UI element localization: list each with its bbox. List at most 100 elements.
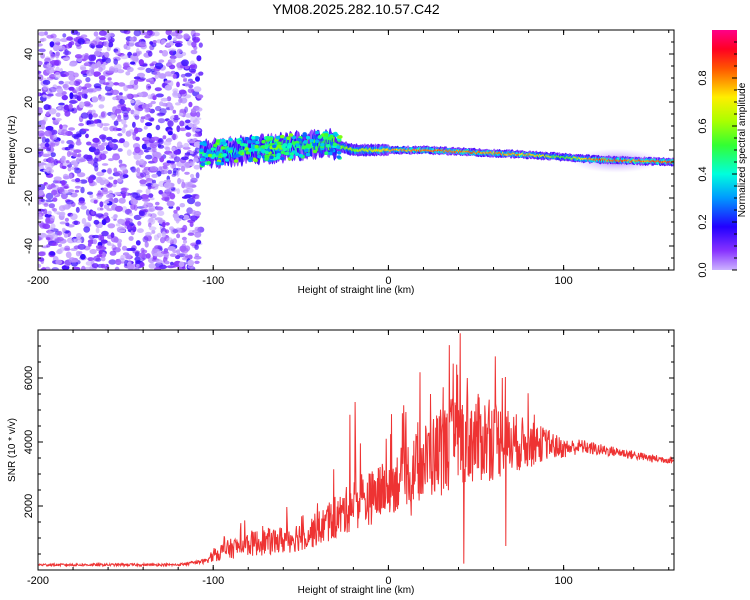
noise-speckle — [99, 207, 104, 211]
noise-speckle — [184, 183, 192, 189]
noise-speckle — [86, 141, 92, 146]
signal-speckle — [298, 153, 304, 158]
noise-speckle — [88, 123, 96, 127]
signal-speckle — [272, 157, 278, 161]
noise-speckle — [38, 43, 43, 47]
signal-speckle — [312, 142, 317, 147]
noise-speckle — [168, 153, 175, 156]
noise-speckle — [181, 236, 187, 241]
noise-speckle — [145, 231, 152, 236]
noise-speckle — [38, 60, 43, 66]
noise-speckle — [162, 165, 168, 170]
noise-speckle — [90, 40, 98, 46]
noise-speckle — [136, 167, 141, 174]
noise-speckle — [138, 59, 144, 66]
noise-speckle — [113, 197, 119, 204]
noise-speckle — [193, 164, 201, 170]
noise-speckle — [179, 89, 188, 97]
noise-speckle — [193, 128, 201, 132]
signal-speckle — [286, 136, 291, 140]
noise-speckle — [154, 151, 162, 159]
noise-speckle — [108, 41, 114, 48]
noise-speckle — [159, 101, 164, 107]
noise-speckle — [170, 70, 176, 75]
noise-speckle — [193, 157, 199, 162]
noise-speckle — [181, 59, 189, 67]
noise-speckle — [45, 199, 54, 203]
noise-speckle — [38, 251, 46, 257]
spectrogram-plot-area — [38, 30, 674, 270]
noise-speckle — [100, 239, 108, 244]
noise-speckle — [138, 41, 147, 47]
noise-speckle — [133, 153, 142, 160]
spectrogram-panel: -200 -100 0 100 40 20 0 -20 -40 Height of strai… — [7, 29, 675, 296]
noise-speckle — [51, 267, 59, 270]
noise-speckle — [87, 120, 95, 125]
noise-speckle — [190, 177, 198, 183]
noise-speckle — [133, 109, 140, 117]
noise-speckle — [77, 38, 85, 45]
noise-speckle — [118, 95, 123, 100]
noise-speckle — [113, 58, 118, 65]
noise-speckle — [57, 248, 62, 255]
signal-speckle — [336, 155, 341, 159]
noise-speckle — [180, 165, 186, 172]
noise-speckle — [117, 178, 123, 183]
snr-y-axis-label: SNR (10 * v/v) — [7, 418, 18, 482]
noise-speckle — [74, 185, 81, 189]
noise-speckle — [52, 197, 58, 202]
noise-speckle — [83, 62, 90, 67]
signal-speckle — [329, 148, 334, 152]
noise-speckle — [38, 70, 42, 74]
noise-speckle — [134, 127, 139, 134]
noise-speckle — [143, 125, 148, 130]
noise-speckle — [180, 73, 186, 78]
noise-speckle — [158, 73, 167, 79]
noise-speckle — [90, 210, 95, 215]
noise-speckle — [145, 154, 153, 160]
noise-speckle — [96, 195, 103, 200]
noise-speckle — [62, 83, 68, 89]
noise-speckle — [158, 264, 168, 270]
noise-speckle — [53, 211, 61, 214]
noise-speckle — [187, 88, 195, 94]
noise-speckle — [183, 33, 190, 39]
signal-speckle — [272, 144, 277, 149]
noise-speckle — [98, 30, 107, 36]
noise-speckle — [125, 218, 133, 224]
signal-speckle — [292, 141, 297, 145]
noise-speckle — [121, 118, 127, 125]
noise-speckle — [126, 149, 132, 157]
noise-speckle — [52, 44, 60, 52]
noise-speckle — [50, 53, 56, 58]
noise-speckle — [196, 94, 204, 99]
noise-speckle — [149, 41, 154, 45]
noise-speckle — [189, 80, 196, 84]
noise-speckle — [81, 265, 86, 270]
noise-speckle — [94, 50, 101, 57]
signal-speckle — [215, 152, 220, 156]
noise-speckle — [64, 233, 69, 238]
noise-speckle — [39, 162, 47, 166]
noise-speckle — [129, 36, 135, 42]
noise-speckle — [96, 254, 103, 258]
noise-speckle — [155, 124, 161, 131]
noise-speckle — [148, 193, 154, 198]
noise-speckle — [72, 154, 80, 158]
noise-speckle — [78, 123, 84, 127]
noise-speckle — [121, 126, 126, 134]
signal-speckle — [280, 150, 286, 155]
noise-speckle — [102, 126, 109, 131]
x-tick-label: -200 — [27, 575, 49, 587]
signal-speckle — [207, 151, 212, 155]
noise-speckle — [59, 221, 67, 225]
noise-speckle — [179, 120, 185, 127]
noise-speckle — [154, 266, 162, 270]
noise-speckle — [169, 253, 177, 257]
noise-speckle — [102, 82, 110, 86]
noise-speckle — [160, 39, 166, 44]
signal-speckle — [304, 148, 309, 153]
signal-speckle — [284, 151, 290, 156]
noise-speckle — [80, 34, 88, 38]
signal-speckle — [276, 144, 281, 149]
